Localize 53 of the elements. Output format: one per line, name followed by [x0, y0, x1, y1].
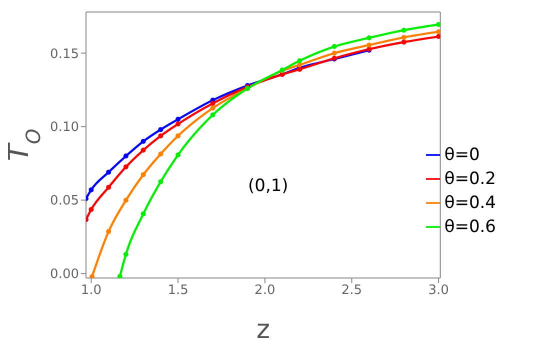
point — [140, 211, 146, 216]
point — [436, 29, 440, 34]
x-tick-label: 2.5 — [341, 283, 362, 298]
point — [176, 116, 181, 122]
point — [401, 40, 406, 45]
point — [366, 35, 372, 40]
point — [123, 154, 128, 159]
point — [210, 106, 216, 111]
point — [436, 22, 440, 27]
point — [297, 58, 302, 64]
y-tick-label: 0.10 — [50, 120, 79, 136]
point — [158, 127, 164, 132]
point — [90, 274, 95, 278]
point — [158, 179, 164, 184]
point — [140, 148, 146, 153]
point — [140, 138, 146, 144]
point — [436, 34, 440, 40]
point — [210, 112, 216, 118]
point — [297, 62, 302, 68]
point — [158, 151, 164, 156]
x-axis-title: z — [256, 315, 270, 345]
y-tick-label: 0.00 — [50, 267, 79, 282]
point — [123, 198, 128, 203]
point — [176, 152, 181, 158]
point — [140, 172, 146, 178]
point — [158, 133, 164, 138]
y-tick-label: 0.15 — [50, 46, 79, 62]
y-tick-label: 0.05 — [50, 194, 79, 209]
legend-label: θ=0.4 — [444, 193, 496, 213]
point — [117, 274, 122, 278]
point — [106, 170, 112, 175]
point — [176, 121, 181, 126]
legend-label: θ=0.6 — [444, 217, 496, 237]
point — [176, 133, 181, 138]
point — [88, 187, 94, 192]
annotation: (0,1) — [248, 176, 288, 196]
point — [332, 50, 337, 56]
point — [401, 34, 406, 40]
point — [366, 42, 372, 48]
point — [106, 229, 112, 234]
point — [210, 100, 216, 106]
x-tick-label: 2.0 — [254, 283, 276, 298]
point — [106, 184, 112, 190]
point — [88, 207, 94, 212]
point — [401, 28, 406, 33]
x-tick-label: 1.0 — [80, 283, 102, 298]
point — [332, 44, 337, 50]
legend-label: θ=0 — [444, 145, 480, 165]
x-tick-label: 1.5 — [168, 283, 188, 298]
point — [123, 252, 128, 257]
x-tick-label: 3.0 — [428, 283, 449, 298]
point — [123, 164, 128, 170]
legend-label: θ=0.2 — [444, 169, 496, 189]
